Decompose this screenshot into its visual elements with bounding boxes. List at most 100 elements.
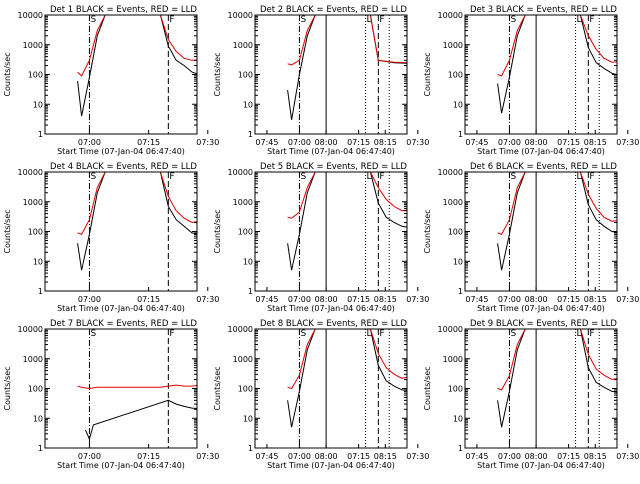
x-tick-label: 08:15 [584,295,607,304]
x-axis-label: Start Time (07-Jan-04 06:47:40) [477,461,605,470]
x-axis-label: Start Time (07-Jan-04 06:47:40) [267,147,395,156]
y-tick-label: 10 [453,414,463,423]
y-tick-label: 100 [28,228,43,237]
y-tick-label: 1000 [443,198,463,207]
x-tick-label: 07:00 [288,138,311,147]
marker-label: F [169,172,174,182]
y-axis-label: Counts/sec [3,209,12,253]
y-tick-label: 1 [38,130,43,139]
marker-label: S [510,15,516,25]
y-tick-label: 1 [248,287,253,296]
y-axis-label: Counts/sec [423,366,432,410]
y-tick-label: 1 [248,130,253,139]
y-tick-label: 1 [38,287,43,296]
plot-frame [254,171,408,292]
marker-label: F [379,172,384,182]
y-tick-label: 1000 [233,355,253,364]
marker-label: S [90,172,96,182]
panel-title: Det 3 BLACK = Events, RED = LLD [470,5,617,15]
marker-label: S [510,172,516,182]
y-tick-label: 10 [33,414,43,423]
x-tick-label: 08:15 [584,452,607,461]
x-tick-label: 08:00 [315,138,338,147]
y-tick-label: 1 [458,287,463,296]
panel-title: Det 1 BLACK = Events, RED = LLD [50,5,197,15]
x-tick-label: 07:30 [616,452,639,461]
y-axis-label: Counts/sec [213,209,222,253]
x-axis-label: Start Time (07-Jan-04 06:47:40) [57,304,185,313]
plot-frame [464,14,618,135]
series-events-line [287,172,407,271]
marker-label: F [379,15,384,25]
x-tick-label: 08:00 [315,452,338,461]
panel-title: Det 9 BLACK = Events, RED = LLD [470,319,617,329]
x-tick-label: 07:45 [465,138,488,147]
x-tick-label: 07:15 [347,295,370,304]
y-tick-label: 10 [243,257,253,266]
marker-label: S [90,329,96,339]
x-tick-label: 07:30 [406,452,429,461]
plot-frame [254,328,408,449]
x-tick-label: 08:15 [374,452,397,461]
x-tick-label: 07:45 [465,295,488,304]
y-axis-label: Counts/sec [3,52,12,96]
x-tick-label: 07:45 [255,452,278,461]
marker-label: L [577,172,582,182]
plot-frame [464,171,618,292]
x-tick-label: 08:15 [374,138,397,147]
y-tick-label: 10000 [18,325,43,334]
marker-label: L [577,15,582,25]
x-tick-label: 07:30 [196,295,219,304]
x-tick-label: 07:15 [557,138,580,147]
x-axis-label: Start Time (07-Jan-04 06:47:40) [57,461,185,470]
x-tick-label: 07:00 [498,295,521,304]
marker-label: F [169,329,174,339]
y-tick-label: 10 [243,100,253,109]
series-events-line [287,329,407,428]
y-tick-label: 1000 [23,355,43,364]
y-tick-label: 1 [38,444,43,453]
x-tick-label: 07:00 [288,452,311,461]
x-tick-label: 07:15 [557,452,580,461]
y-tick-label: 100 [448,385,463,394]
panel-title: Det 7 BLACK = Events, RED = LLD [50,319,197,329]
series-events-line [77,15,197,117]
y-tick-label: 1000 [443,355,463,364]
plot-frame [254,14,408,135]
x-tick-label: 07:30 [406,295,429,304]
series-events-line [287,15,407,120]
panel-title: Det 4 BLACK = Events, RED = LLD [50,162,197,172]
x-axis-label: Start Time (07-Jan-04 06:47:40) [57,147,185,156]
marker-label: L [367,15,372,25]
panel-title: Det 8 BLACK = Events, RED = LLD [260,319,407,329]
series-lld-line [287,172,407,219]
y-tick-label: 10000 [228,325,253,334]
x-axis-label: Start Time (07-Jan-04 06:47:40) [267,461,395,470]
plot-frame [44,14,198,135]
marker-label: F [169,15,174,25]
y-tick-label: 10 [453,257,463,266]
marker-label: F [379,329,384,339]
series-events-line [497,15,617,114]
x-tick-label: 07:30 [616,295,639,304]
y-tick-label: 10000 [438,11,463,20]
series-lld-line [77,15,197,77]
y-tick-label: 100 [448,71,463,80]
series-lld-line [287,329,407,390]
plot-frame [464,328,618,449]
series-lld-line [497,329,617,391]
x-tick-label: 07:00 [78,138,101,147]
series-events-line [497,172,617,271]
y-tick-label: 10000 [228,11,253,20]
x-tick-label: 07:00 [78,295,101,304]
panel-title: Det 5 BLACK = Events, RED = LLD [260,162,407,172]
series-lld-line [497,15,617,77]
marker-label: L [367,329,372,339]
marker-label: F [589,15,594,25]
